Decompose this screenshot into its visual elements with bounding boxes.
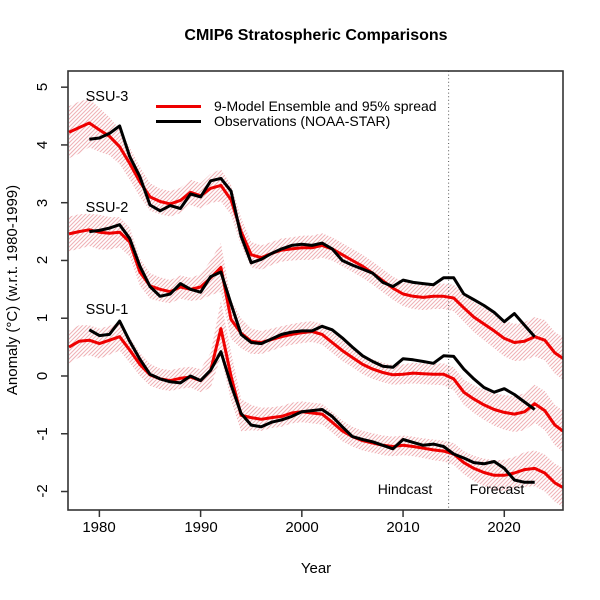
hindcast-label: Hindcast <box>377 481 433 497</box>
y-tick-label-3: 3 <box>34 198 51 208</box>
y-tick-label-m2: -2 <box>34 484 51 498</box>
series-group <box>68 71 563 510</box>
legend-obs-label: Observations (NOAA-STAR) <box>214 113 391 129</box>
x-tick-label-1990: 1990 <box>184 519 218 536</box>
x-axis-label: Year <box>300 560 332 577</box>
ssu-1-model-ensemble-spread-band <box>69 300 563 508</box>
legend-model-line-swatch <box>156 105 201 109</box>
panel-label-ssu2: SSU-2 <box>85 200 129 216</box>
y-tick-label-0: 0 <box>34 371 51 381</box>
x-tick-label-2020: 2020 <box>487 519 521 536</box>
y-tick-label-5: 5 <box>34 82 51 92</box>
plot-border <box>67 70 564 511</box>
x-tick-label-2010: 2010 <box>386 519 420 536</box>
y-tick-label-2: 2 <box>34 255 51 265</box>
ssu-2-observations-line <box>89 223 536 411</box>
ssu-1-observations-line <box>88 319 535 484</box>
chart-title: CMIP6 Stratospheric Comparisons <box>184 27 448 44</box>
x-tick-label-2000: 2000 <box>285 519 319 536</box>
ssu-3-model-ensemble-line <box>68 121 563 361</box>
forecast-label: Forecast <box>469 481 525 497</box>
y-axis-label: Anomaly (°C) (w.r.t. 1980-1999) <box>4 184 21 396</box>
y-tick-label-m1: -1 <box>34 427 51 441</box>
panel-label-ssu1: SSU-1 <box>85 302 129 318</box>
panel-label-ssu3: SSU-3 <box>85 89 129 105</box>
x-tick-label-1980: 1980 <box>82 519 116 536</box>
y-tick-label-1: 1 <box>34 313 51 323</box>
ssu-3-model-ensemble-spread-band <box>69 98 563 380</box>
legend-model-label: 9-Model Ensemble and 95% spread <box>214 98 437 114</box>
legend-obs-line-swatch <box>156 119 201 123</box>
y-tick-label-4: 4 <box>34 140 51 150</box>
ssu-3-observations-line <box>89 124 536 338</box>
